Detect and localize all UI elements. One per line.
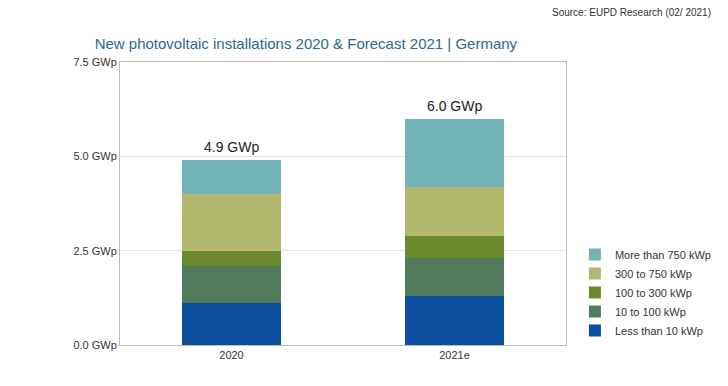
svg-text:5.0 GWp: 5.0 GWp [73,150,116,162]
svg-text:300 to 750 kWp: 300 to 750 kWp [615,268,692,280]
svg-text:2.5 GWp: 2.5 GWp [73,245,116,257]
svg-text:10 to 100 kWp: 10 to 100 kWp [615,306,686,318]
svg-text:Source: EUPD Research (02/ 202: Source: EUPD Research (02/ 2021) [552,7,711,18]
svg-text:New photovoltaic installations: New photovoltaic installations 2020 & Fo… [95,35,518,52]
svg-text:100 to 300 kWp: 100 to 300 kWp [615,287,692,299]
svg-text:0.0 GWp: 0.0 GWp [73,339,116,351]
svg-text:2021e: 2021e [439,349,470,361]
svg-text:Less than 10 kWp: Less than 10 kWp [615,325,703,337]
svg-text:7.5 GWp: 7.5 GWp [73,56,116,68]
svg-text:More than 750 kWp: More than 750 kWp [615,249,711,261]
svg-text:4.9 GWp: 4.9 GWp [204,139,259,155]
svg-text:6.0 GWp: 6.0 GWp [427,98,482,114]
svg-text:2020: 2020 [219,349,243,361]
